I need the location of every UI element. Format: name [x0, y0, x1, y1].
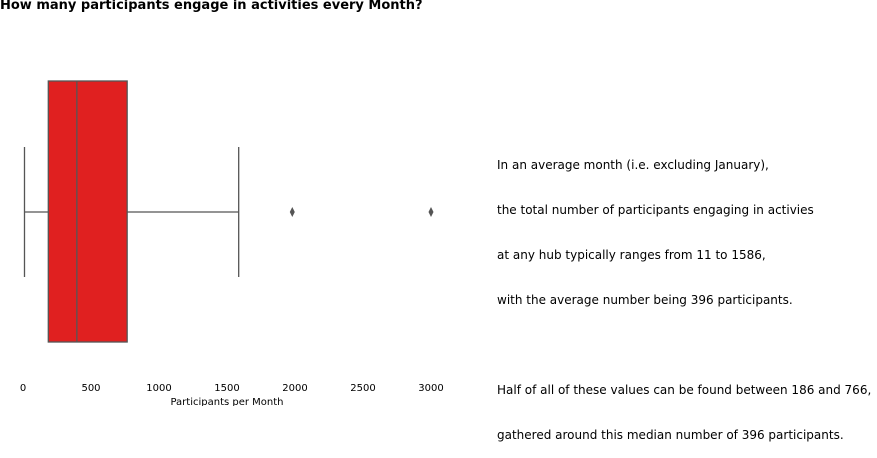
x-tick-label: 1500 [214, 383, 239, 394]
x-tick-label: 3000 [418, 383, 443, 394]
x-tick-label: 1000 [146, 383, 171, 394]
chart-title: How many participants engage in activiti… [0, 0, 423, 13]
annotation-line: with the average number being 396 partic… [497, 293, 793, 307]
annotation-spacer [497, 338, 871, 353]
annotation-line: In an average month (i.e. excluding Janu… [497, 158, 769, 172]
annotation-line: Half of all of these values can be found… [497, 383, 872, 397]
x-axis-label: Participants per Month [170, 397, 283, 406]
annotation-line: the total number of participants engagin… [497, 203, 814, 217]
iqr-box [47, 80, 128, 343]
x-tick-label: 2500 [350, 383, 375, 394]
x-tick-label: 500 [81, 383, 100, 394]
annotation-line: at any hub typically ranges from 11 to 1… [497, 248, 766, 262]
annotation-line: gathered around this median number of 39… [497, 428, 844, 442]
annotation-text: In an average month (i.e. excluding Janu… [497, 128, 871, 458]
outlier-point [289, 207, 295, 217]
x-tick-label: 2000 [282, 383, 307, 394]
boxplot-chart: 0 500 1000 1500 2000 2500 3000 Participants per… [20, 80, 444, 406]
x-tick-label: 0 [20, 383, 26, 394]
outlier-point [428, 207, 434, 217]
